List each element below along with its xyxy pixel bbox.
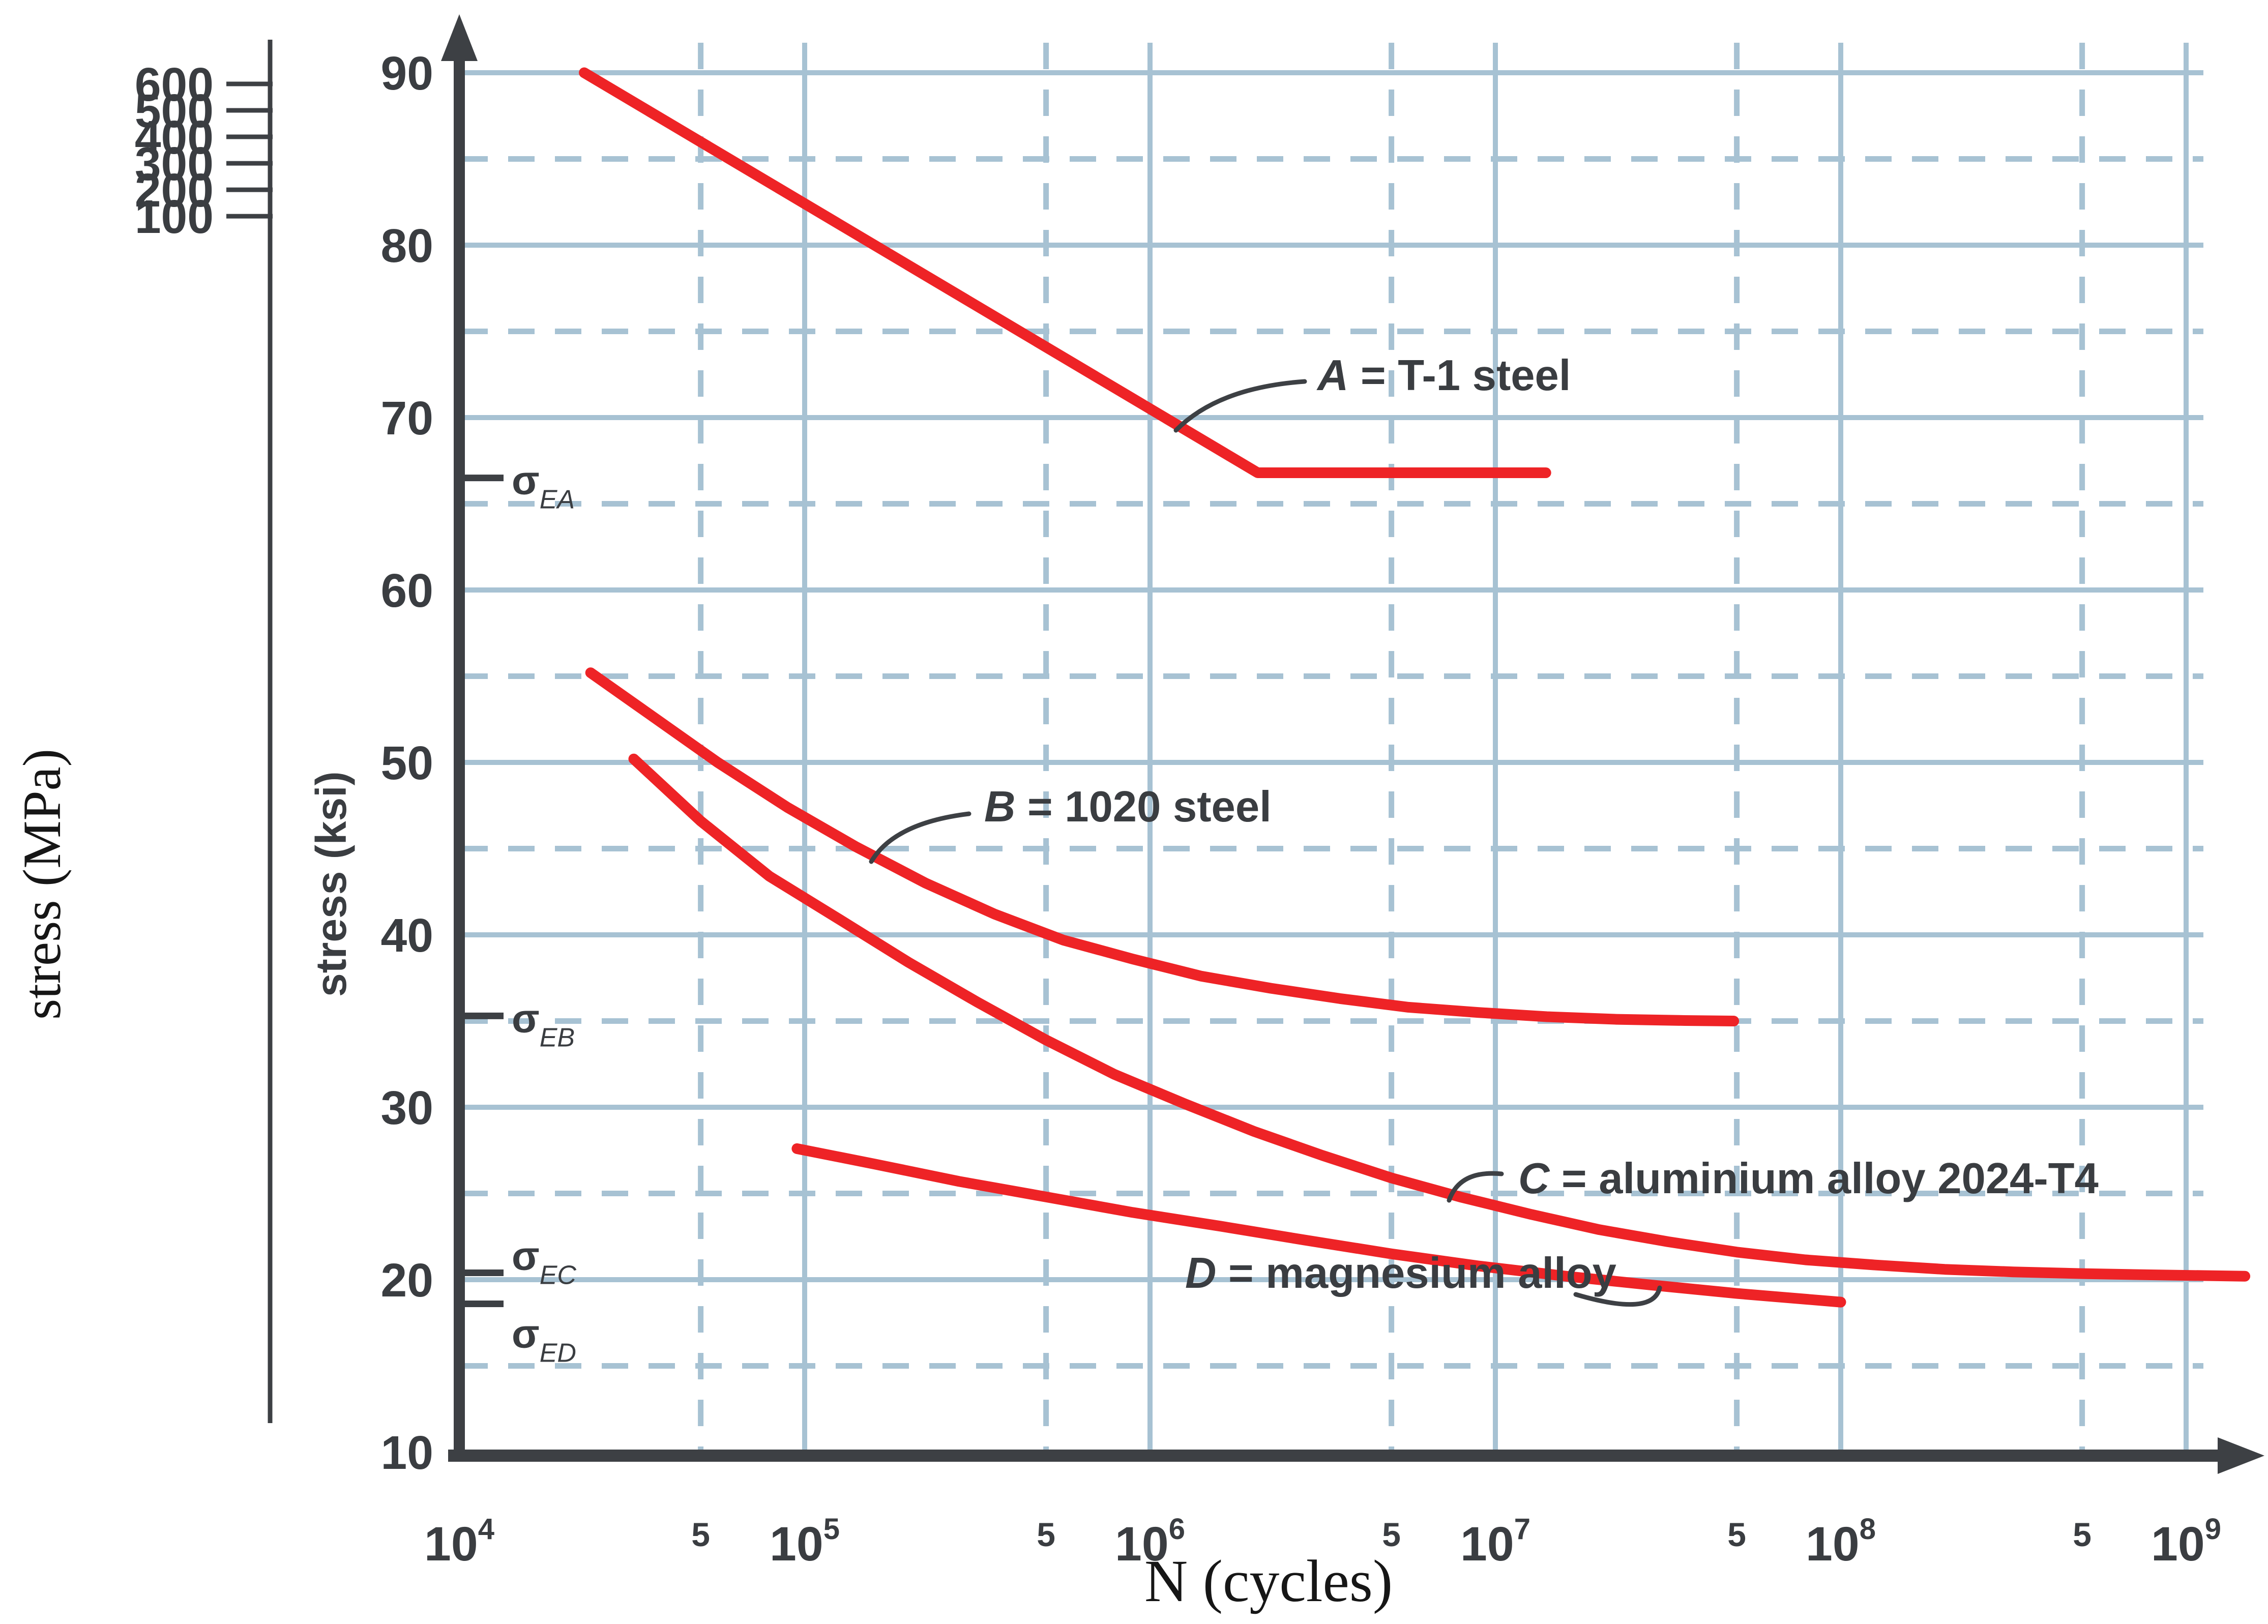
- mpa-tick-label-100: 100: [135, 190, 214, 243]
- mpa-tick-label-600: 600: [135, 58, 214, 111]
- x-tick-label-1e8: 108: [1806, 1513, 1876, 1571]
- sigma-EA-label: σEA: [512, 458, 575, 515]
- mpa-tick-label-300: 300: [135, 137, 214, 190]
- sigma-ED-label: σED: [512, 1311, 576, 1368]
- curve-label-D: D = magnesium alloy: [1185, 1249, 1616, 1297]
- x-tick-label-1e5: 105: [770, 1513, 840, 1571]
- x-minor-tick-label-5e5: 5: [1037, 1516, 1055, 1553]
- curve-label-leaders: [869, 379, 1662, 1307]
- ksi-tick-label-10: 10: [381, 1426, 433, 1479]
- x-axis-title: N (cycles): [1144, 1548, 1393, 1614]
- sn-curves: [579, 67, 2251, 1308]
- x-minor-tick-label-5e8: 5: [2073, 1516, 2092, 1553]
- ksi-tick-label-20: 20: [381, 1254, 433, 1307]
- ksi-tick-label-60: 60: [381, 564, 433, 617]
- x-tick-label-1e7: 107: [1460, 1513, 1530, 1571]
- mpa-tick-label-500: 500: [135, 84, 214, 137]
- curve-C: [628, 753, 2251, 1282]
- main-axes: [441, 14, 2264, 1474]
- curve-labels: A = T-1 steel B = 1020 steel C = aluminium…: [984, 351, 2099, 1297]
- x-minor-tick-label-5e6: 5: [1382, 1516, 1401, 1553]
- curve-label-B: B = 1020 steel: [984, 783, 1272, 831]
- x-tick-label-1e6: 106: [1115, 1513, 1185, 1571]
- x-tick-labels: 104 105 106 107 108 109 5 5 5 5 5: [424, 1513, 2221, 1571]
- gridlines-vertical-dashed: [698, 43, 2085, 1451]
- x-tick-label-1e9: 109: [2151, 1513, 2221, 1571]
- sigma-EB-label: σEB: [512, 995, 575, 1052]
- curve-B: [585, 667, 1740, 1026]
- gridlines-horizontal-dashed: [461, 156, 2203, 1369]
- curve-label-A: A = T-1 steel: [1316, 351, 1571, 400]
- ksi-tick-label-80: 80: [381, 219, 433, 272]
- x-axis-arrowhead: [2218, 1437, 2264, 1474]
- gridlines-horizontal-solid: [461, 70, 2203, 1282]
- ksi-tick-label-40: 40: [381, 909, 433, 962]
- x-minor-tick-label-5e7: 5: [1727, 1516, 1746, 1553]
- sigma-EC-label: σEC: [512, 1233, 576, 1290]
- leader-D: [1573, 1285, 1662, 1307]
- curve-A: [579, 67, 1551, 478]
- ksi-tick-label-30: 30: [381, 1081, 433, 1134]
- y-axis-title-mpa: stress (MPa): [12, 749, 72, 1020]
- mpa-tick-label-400: 400: [135, 111, 214, 164]
- endurance-limit-markers: σEA σEB σEC σED: [463, 458, 576, 1368]
- x-tick-label-1e4: 104: [424, 1513, 494, 1571]
- y-axis-title-ksi: stress (ksi): [307, 771, 355, 997]
- y-axis-arrowhead: [441, 14, 478, 61]
- leader-A: [1173, 379, 1307, 433]
- ksi-tick-label-50: 50: [381, 736, 433, 789]
- mpa-tick-label-200: 200: [135, 164, 214, 217]
- ksi-tick-label-70: 70: [381, 392, 433, 445]
- gridlines-vertical-solid: [802, 43, 2189, 1451]
- leader-B: [869, 811, 971, 864]
- leader-C: [1447, 1171, 1504, 1203]
- ksi-tick-labels: 90 80 70 60 50 40 30 20 10: [381, 47, 433, 1479]
- ksi-tick-label-90: 90: [381, 47, 433, 100]
- curve-label-C: C = aluminium alloy 2024-T4: [1518, 1155, 2099, 1203]
- curve-D: [791, 1143, 1846, 1308]
- x-minor-tick-label-5e4: 5: [691, 1516, 710, 1553]
